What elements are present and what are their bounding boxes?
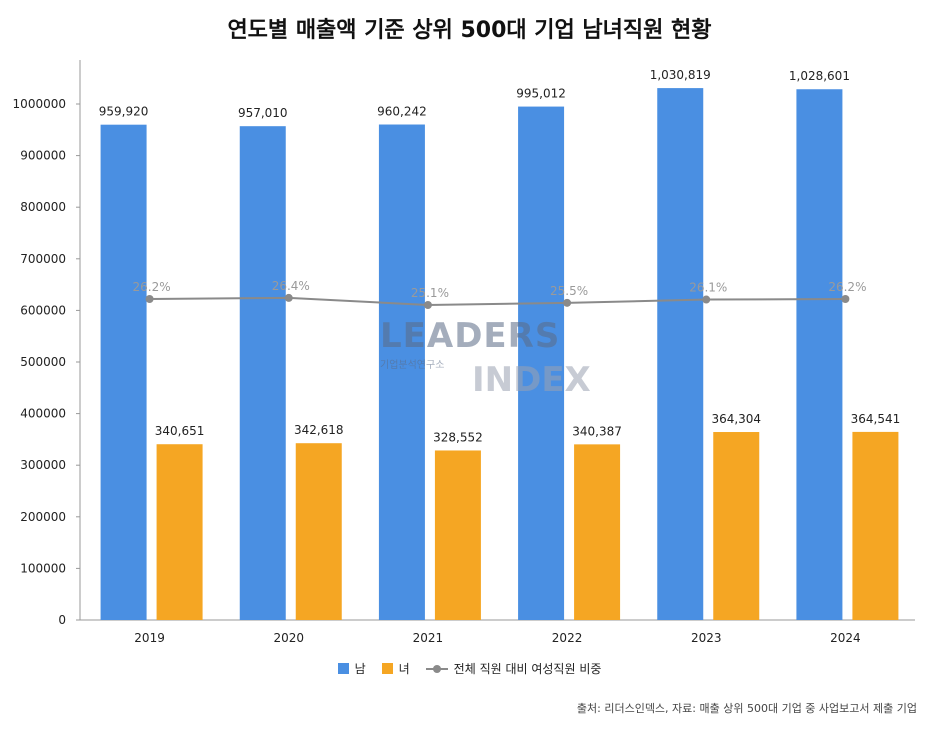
watermark-line1: LEADERS [380,316,561,356]
y-tick-label: 400000 [20,407,66,421]
legend-label-male: 남 [354,662,366,676]
x-tick-label: 2023 [691,631,722,645]
y-tick-label: 600000 [20,303,66,317]
y-tick-label: 0 [58,613,66,627]
y-tick-label: 700000 [20,252,66,266]
watermark-line3: INDEX [472,360,591,400]
x-tick-label: 2021 [413,631,444,645]
bar-female [713,432,760,620]
y-tick-label: 100000 [20,561,66,575]
bar-male [100,124,147,621]
legend-swatch-male [337,663,349,674]
x-tick-label: 2022 [552,631,583,645]
ratio-label: 26.2% [133,280,171,294]
legend-swatch-female [381,663,393,674]
bar-female [295,443,342,620]
legend-item-ratio: 전체 직원 대비 여성직원 비중 [425,660,602,677]
y-tick-label: 1000000 [13,97,66,111]
bar-female [434,450,481,620]
data-label-female: 340,651 [155,424,205,438]
data-label-female: 328,552 [433,430,483,444]
legend-line-marker-icon [425,663,448,674]
source-note: 출처: 리더스인덱스, 자료: 매출 상위 500대 기업 중 사업보고서 제출… [576,702,917,715]
data-label-male: 995,012 [516,87,566,101]
ratio-label: 26.1% [689,281,727,295]
y-tick-label: 200000 [20,510,66,524]
y-tick-label: 500000 [20,355,66,369]
ratio-label: 25.5% [550,284,588,298]
data-label-male: 960,242 [377,105,427,119]
ratio-point [563,298,572,307]
data-label-male: 1,030,819 [650,68,711,82]
ratio-point [423,300,432,309]
chart-title: 연도별 매출액 기준 상위 500대 기업 남녀직원 현황 [227,18,712,43]
bar-male [518,106,565,621]
data-label-female: 342,618 [294,423,344,437]
x-axis-ticks: 2019 2020 2021 2022 2023 2024 [134,631,860,645]
ratio-label: 25.1% [411,286,449,300]
bar-female [156,444,203,620]
ratio-point [145,295,154,303]
legend-item-female: 녀 [381,660,410,677]
data-label-male: 1,028,601 [789,69,850,83]
bar-male [796,89,843,620]
ratio-line [149,296,846,307]
leaders-index-watermark: LEADERS 기업분석연구소 INDEX [380,316,591,428]
x-tick-label: 2020 [273,631,304,645]
ratio-label: 26.4% [272,279,310,293]
data-label-female: 340,387 [572,424,622,438]
x-tick-label: 2019 [134,631,165,645]
bar-female [852,431,899,620]
data-label-male: 957,010 [238,106,288,120]
bar-male [657,88,704,620]
x-tick-label: 2024 [830,631,861,645]
legend-item-male: 남 [337,660,366,677]
bar-male [239,126,286,621]
data-label-male: 959,920 [99,105,149,119]
y-tick-label: 900000 [20,149,66,163]
legend: 남 녀 전체 직원 대비 여성직원 비중 [0,660,939,677]
y-tick-label: 800000 [20,200,66,214]
bar-female [574,444,621,620]
ratio-point [702,295,711,304]
bar-group: 959,920 957,010 960,242 995,012 1,030,819 1,0… [99,68,901,621]
y-axis-ticks: 0 100000 200000 300000 400000 500000 600000 700… [13,97,80,627]
data-label-female: 364,304 [711,412,761,426]
ratio-point [284,293,293,302]
data-label-female: 364,541 [851,412,901,426]
legend-label-ratio: 전체 직원 대비 여성직원 비중 [453,662,602,676]
ratio-line-layer: 26.2% 26.4% 25.1% 25.5% 26.1% 26.2% [133,279,866,309]
ratio-point [841,295,850,303]
ratio-label: 26.2% [828,280,866,294]
y-tick-label: 300000 [20,458,66,472]
watermark-line2: 기업분석연구소 [380,360,445,371]
legend-label-female: 녀 [398,662,410,676]
bar-male [378,124,425,620]
